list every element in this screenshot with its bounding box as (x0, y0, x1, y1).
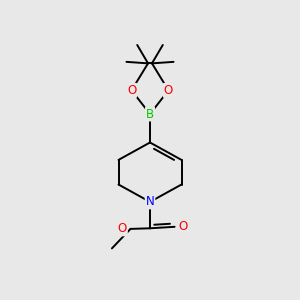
Text: O: O (118, 222, 127, 236)
Text: O: O (127, 84, 136, 97)
Text: B: B (146, 107, 154, 121)
Text: N: N (146, 195, 154, 208)
Text: O: O (178, 220, 188, 233)
Text: O: O (164, 84, 173, 97)
